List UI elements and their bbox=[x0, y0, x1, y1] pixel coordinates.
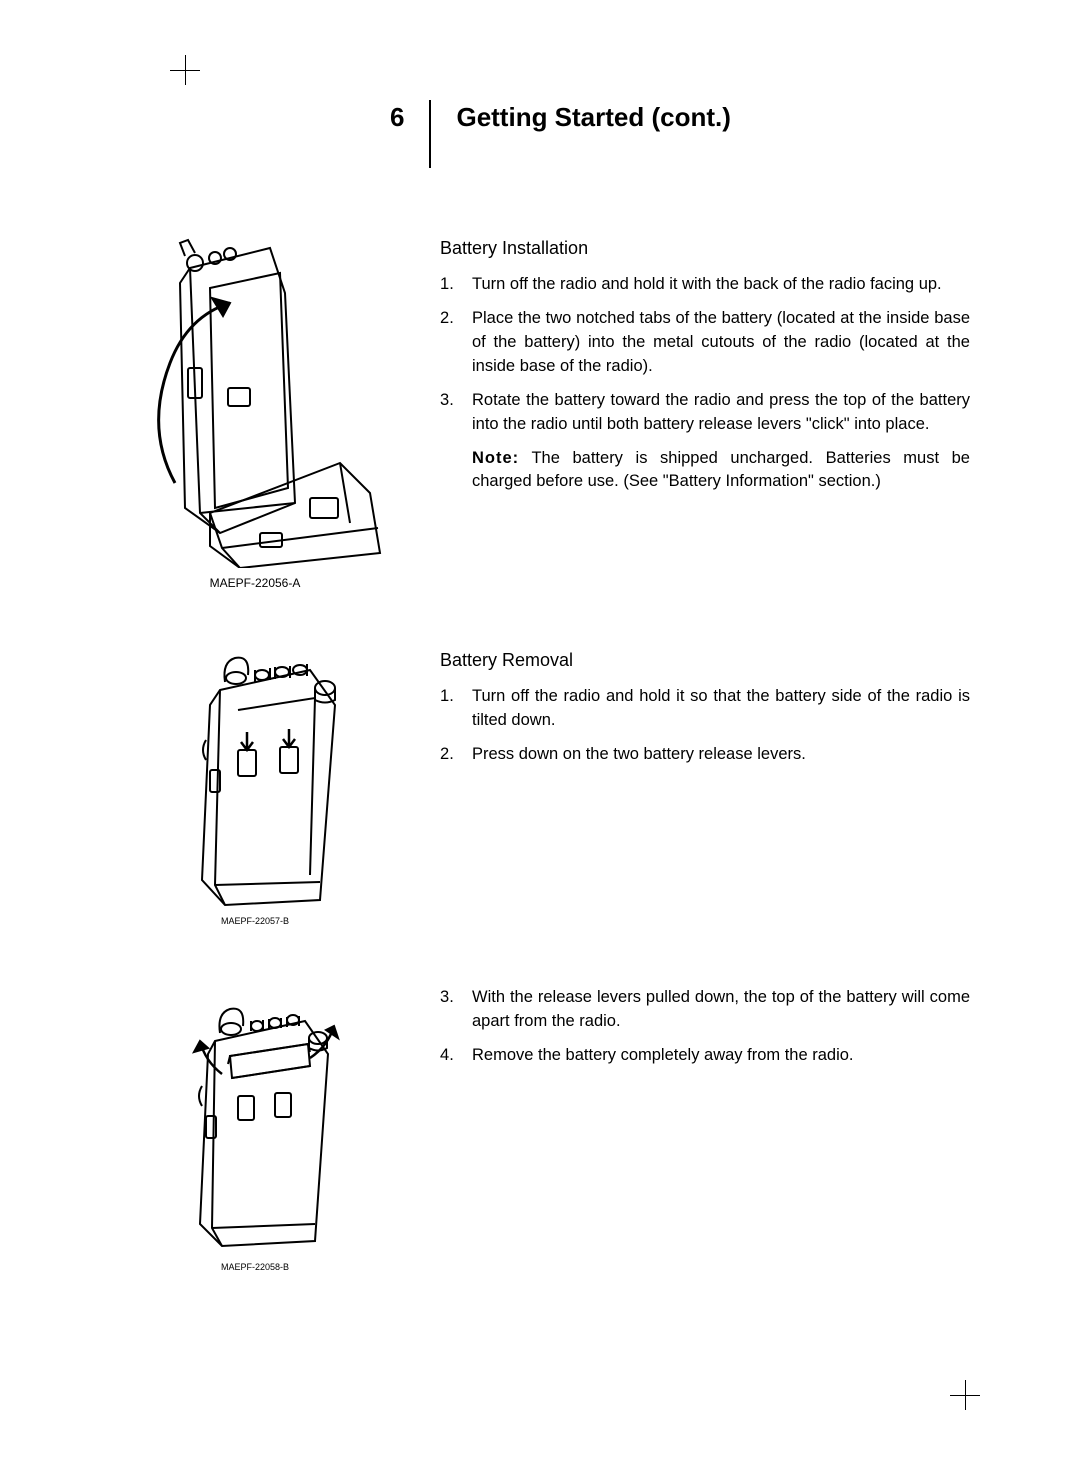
radio-removal1-icon bbox=[110, 650, 400, 910]
content-area: MAEPF-22056-A Battery Installation Turn … bbox=[110, 238, 970, 1272]
battery-removal-section-2: MAEPF-22058-B With the release levers pu… bbox=[110, 986, 970, 1272]
removal2-steps: With the release levers pulled down, the… bbox=[440, 986, 970, 1068]
removal-step: With the release levers pulled down, the… bbox=[440, 986, 970, 1034]
radio-removal2-icon bbox=[110, 986, 400, 1256]
crop-mark-bottom-right bbox=[950, 1380, 980, 1410]
battery-removal-section-1: MAEPF-22057-B Battery Removal Turn off t… bbox=[110, 650, 970, 926]
install-heading: Battery Installation bbox=[440, 238, 970, 259]
install-text: Battery Installation Turn off the radio … bbox=[440, 238, 970, 494]
battery-install-section: MAEPF-22056-A Battery Installation Turn … bbox=[110, 238, 970, 590]
note-label: Note: bbox=[472, 449, 519, 467]
install-note: Note: The battery is shipped uncharged. … bbox=[440, 447, 970, 495]
removal1-caption: MAEPF-22057-B bbox=[221, 916, 289, 926]
radio-install-icon bbox=[110, 238, 400, 568]
crop-mark-top-left bbox=[170, 55, 200, 85]
install-illustration: MAEPF-22056-A bbox=[110, 238, 400, 590]
install-steps: Turn off the radio and hold it with the … bbox=[440, 273, 970, 437]
install-caption: MAEPF-22056-A bbox=[210, 576, 301, 590]
install-step: Turn off the radio and hold it with the … bbox=[440, 273, 970, 297]
removal-step: Turn off the radio and hold it so that t… bbox=[440, 685, 970, 733]
removal2-caption: MAEPF-22058-B bbox=[221, 1262, 289, 1272]
removal2-illustration: MAEPF-22058-B bbox=[110, 986, 400, 1272]
removal1-steps: Turn off the radio and hold it so that t… bbox=[440, 685, 970, 767]
removal-step: Remove the battery completely away from … bbox=[440, 1044, 970, 1068]
removal-heading: Battery Removal bbox=[440, 650, 970, 671]
removal1-text: Battery Removal Turn off the radio and h… bbox=[440, 650, 970, 777]
header-divider bbox=[429, 100, 431, 168]
page-header: 6 Getting Started (cont.) bbox=[390, 100, 970, 168]
note-text: The battery is shipped uncharged. Batter… bbox=[472, 449, 970, 491]
removal1-illustration: MAEPF-22057-B bbox=[110, 650, 400, 926]
removal2-text: With the release levers pulled down, the… bbox=[440, 986, 970, 1078]
page-number: 6 bbox=[390, 100, 429, 133]
page-title: Getting Started (cont.) bbox=[456, 100, 730, 133]
removal-step: Press down on the two battery release le… bbox=[440, 743, 970, 767]
install-step: Place the two notched tabs of the batter… bbox=[440, 307, 970, 379]
install-step: Rotate the battery toward the radio and … bbox=[440, 389, 970, 437]
